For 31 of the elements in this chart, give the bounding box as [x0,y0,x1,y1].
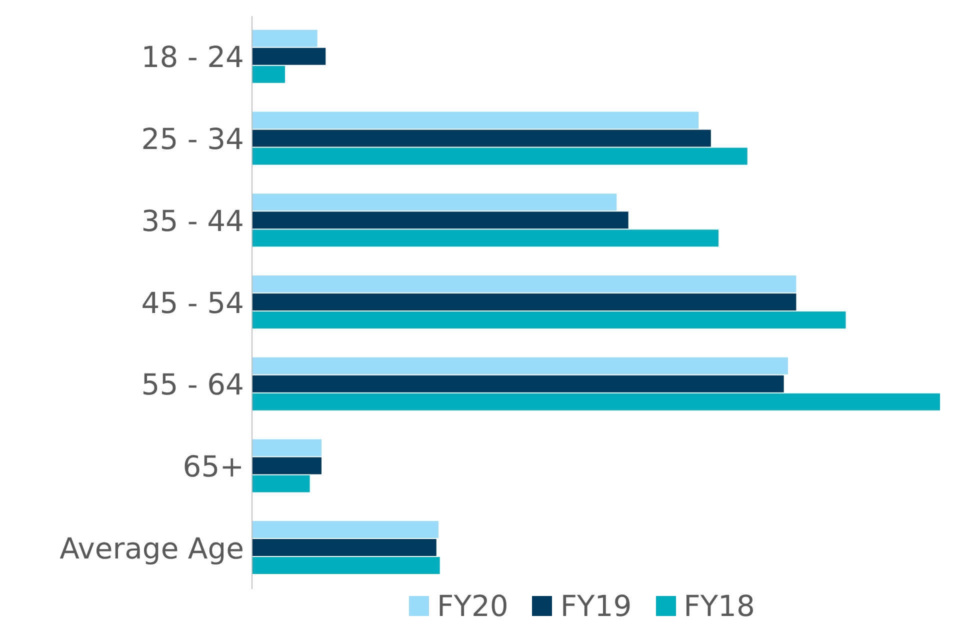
y-tick-label: 45 - 54 [141,286,244,320]
bar [252,293,796,310]
y-tick-label: Average Age [60,531,244,566]
y-tick-label: 35 - 44 [141,204,244,238]
bar [252,393,940,410]
y-tick-label: 25 - 34 [141,122,244,156]
bar [252,48,326,65]
bar [252,557,440,574]
bar [252,66,286,83]
bar [252,112,699,129]
legend-label: FY20 [436,589,508,623]
bar [252,357,788,374]
legend-label: FY19 [559,589,632,623]
bar [252,539,436,556]
y-tick-label: 55 - 64 [141,368,244,402]
legend-label: FY18 [682,589,755,623]
bar [252,30,318,47]
y-tick-label: 18 - 24 [141,40,244,74]
bar [252,148,748,165]
bar [252,375,784,392]
bar [252,212,628,229]
bar [252,457,322,474]
bar [252,230,718,247]
y-tick-label: 65+ [182,450,244,484]
bar [252,521,438,538]
bar [252,439,322,456]
bar [252,311,846,328]
bar [252,194,617,211]
bar [252,475,310,492]
bar [252,275,796,292]
bar [252,130,711,147]
